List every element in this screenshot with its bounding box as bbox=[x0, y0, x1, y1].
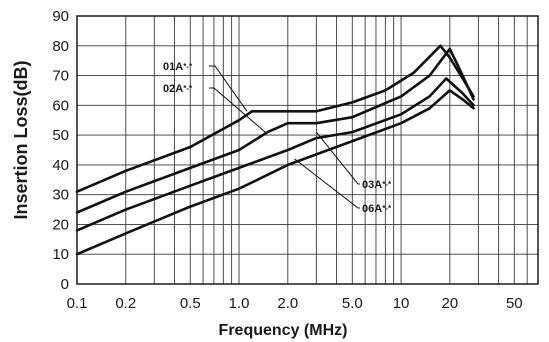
series-suffix: *-* bbox=[183, 84, 193, 93]
series-line-03A bbox=[75, 77, 475, 232]
y-tick-label: 10 bbox=[52, 246, 69, 263]
x-tick-label: 5.0 bbox=[342, 295, 363, 312]
y-tick-label: 0 bbox=[61, 276, 69, 293]
x-tick-label: 0.1 bbox=[67, 295, 88, 312]
callout-label-03A: 03A*-* bbox=[362, 179, 392, 191]
series-suffix: *-* bbox=[382, 180, 392, 189]
series-line-06A bbox=[75, 89, 475, 256]
y-tick-label: 50 bbox=[52, 127, 69, 144]
series-line-02A bbox=[75, 47, 475, 214]
callout-label-02A: 02A*-* bbox=[163, 83, 193, 95]
series-callouts: 01A*-*02A*-*03A*-*06A*-* bbox=[163, 61, 392, 215]
series-suffix: *-* bbox=[183, 62, 193, 71]
plot-frame bbox=[76, 15, 539, 285]
grid bbox=[76, 15, 539, 285]
callout-label-06A: 06A*-* bbox=[362, 203, 392, 215]
x-tick-label: 1.0 bbox=[229, 295, 250, 312]
x-tick-label: 20 bbox=[441, 295, 458, 312]
y-tick-label: 20 bbox=[52, 216, 69, 233]
y-tick-labels: 0 10 20 30 40 50 60 70 80 90 bbox=[52, 8, 69, 293]
callout-leader-01A bbox=[209, 65, 248, 112]
callout-leader-02A bbox=[209, 87, 266, 133]
series-name: 03A bbox=[362, 179, 382, 191]
x-tick-label: 0.5 bbox=[180, 295, 201, 312]
series-layer bbox=[75, 44, 475, 256]
y-tick-label: 80 bbox=[52, 38, 69, 55]
x-axis-title: Frequency (MHz) bbox=[219, 322, 348, 339]
series-line-01A bbox=[75, 44, 475, 193]
y-tick-label: 90 bbox=[52, 8, 69, 25]
x-tick-label: 50 bbox=[506, 295, 523, 312]
x-tick-label: 0.2 bbox=[115, 295, 136, 312]
y-tick-label: 40 bbox=[52, 157, 69, 174]
callout-leader-03A bbox=[315, 131, 360, 185]
y-tick-label: 30 bbox=[52, 187, 69, 204]
series-suffix: *-* bbox=[382, 204, 392, 213]
x-tick-label: 2.0 bbox=[277, 295, 298, 312]
y-tick-label: 70 bbox=[52, 68, 69, 85]
x-tick-labels: 0.1 0.2 0.5 1.0 2.0 5.0 10 20 50 bbox=[67, 295, 523, 312]
series-name: 01A bbox=[163, 61, 183, 73]
series-name: 02A bbox=[163, 83, 183, 95]
callout-label-01A: 01A*-* bbox=[163, 61, 193, 73]
x-tick-label: 10 bbox=[393, 295, 410, 312]
series-name: 06A bbox=[362, 203, 382, 215]
callout-leader-06A bbox=[294, 158, 360, 209]
y-tick-label: 60 bbox=[52, 97, 69, 114]
y-axis-title: Insertion Loss(dB) bbox=[11, 60, 31, 219]
